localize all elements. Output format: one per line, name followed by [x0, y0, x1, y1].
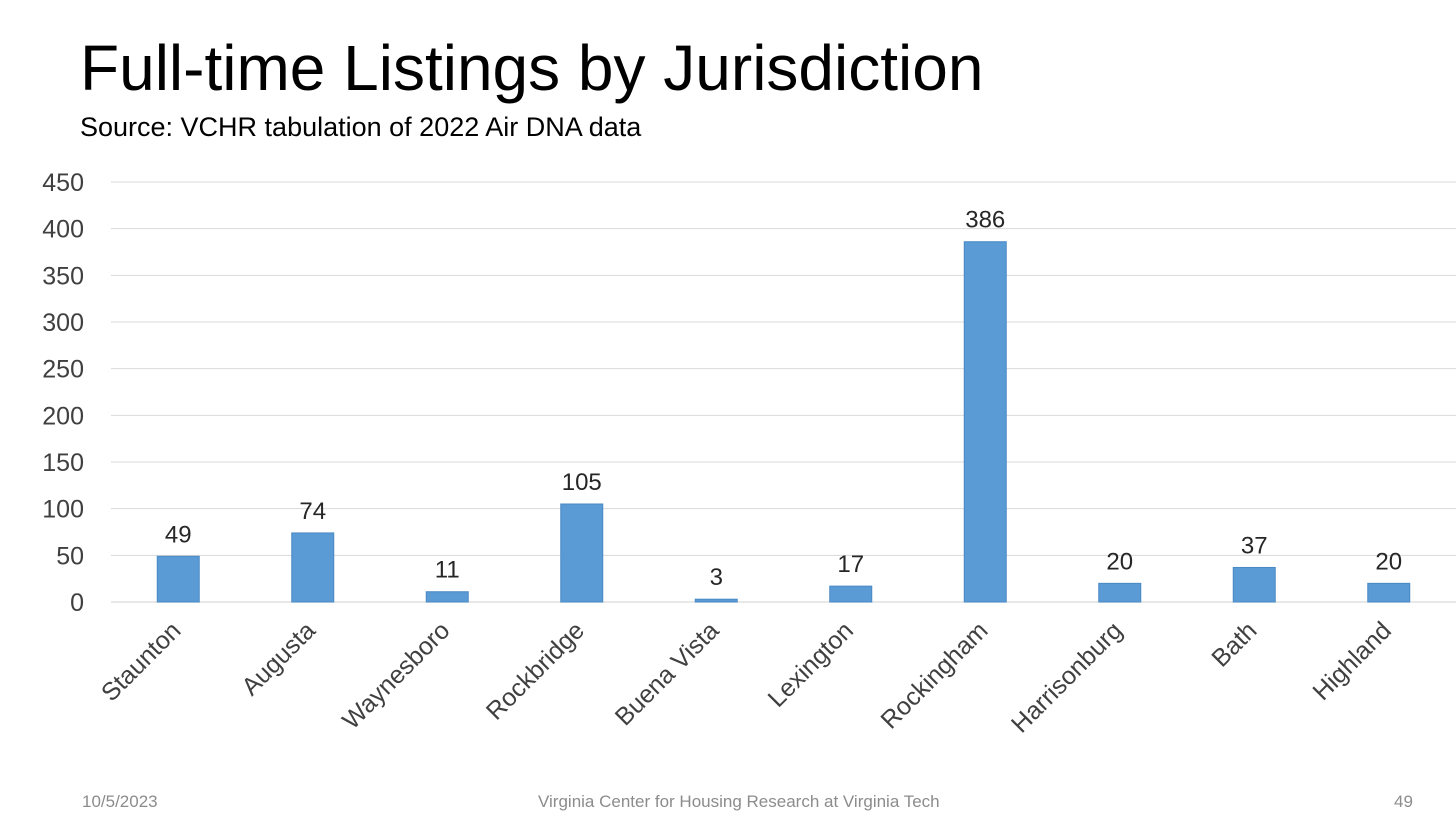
data-label: 20: [1375, 548, 1402, 575]
x-tick-label: Lexington: [763, 616, 859, 712]
x-tick-label: Highland: [1307, 616, 1397, 706]
data-label: 105: [562, 469, 602, 496]
x-axis-tick-labels: Staunton Augusta Waynesboro Rockbridge Buena…: [96, 616, 1397, 738]
data-labels: 49 74 11 105 3 17 386 20 37 20: [165, 207, 1402, 591]
x-tick-label: Waynesboro: [337, 616, 455, 734]
y-tick-label: 150: [42, 449, 84, 477]
bar: [1367, 582, 1411, 603]
bar: [560, 503, 604, 603]
x-tick-label: Augusta: [236, 616, 321, 701]
bar: [694, 598, 738, 603]
gridlines: [111, 181, 1456, 603]
bar: [829, 585, 873, 603]
y-tick-label: 350: [42, 262, 84, 290]
x-tick-label: Harrisonburg: [1006, 616, 1128, 738]
bars: [156, 241, 1411, 603]
bar: [291, 532, 335, 603]
bar: [1098, 582, 1142, 603]
data-label: 20: [1106, 548, 1133, 575]
y-tick-label: 0: [70, 589, 84, 617]
footer-date: 10/5/2023: [82, 792, 158, 811]
bar: [1232, 566, 1276, 603]
slide-subtitle: Source: VCHR tabulation of 2022 Air DNA …: [80, 112, 642, 142]
data-label: 74: [299, 498, 326, 525]
x-tick-label: Bath: [1206, 616, 1262, 672]
y-tick-label: 250: [42, 356, 84, 384]
y-tick-label: 450: [42, 169, 84, 197]
data-label: 17: [837, 551, 864, 578]
y-tick-label: 400: [42, 216, 84, 244]
x-tick-label: Rockingham: [875, 616, 993, 734]
x-tick-label: Staunton: [96, 616, 187, 707]
footer-page-number: 49: [1394, 792, 1413, 811]
data-label: 11: [435, 557, 460, 584]
data-label: 37: [1241, 532, 1268, 559]
bar: [425, 591, 469, 603]
bar: [156, 555, 200, 603]
slide-title: Full-time Listings by Jurisdiction: [80, 32, 984, 104]
data-label: 386: [965, 207, 1005, 234]
data-label: 3: [710, 564, 723, 591]
data-label: 49: [165, 521, 192, 548]
y-tick-label: 100: [42, 496, 84, 524]
y-tick-label: 50: [56, 542, 84, 570]
y-axis-tick-labels: 0 50 100 150 200 250 300 350 400 450: [42, 169, 84, 617]
y-tick-label: 200: [42, 402, 84, 430]
footer-organization: Virginia Center for Housing Research at …: [538, 792, 940, 811]
bar: [963, 241, 1007, 603]
x-tick-label: Buena Vista: [610, 616, 725, 731]
x-tick-label: Rockbridge: [481, 616, 590, 725]
y-tick-label: 300: [42, 309, 84, 337]
